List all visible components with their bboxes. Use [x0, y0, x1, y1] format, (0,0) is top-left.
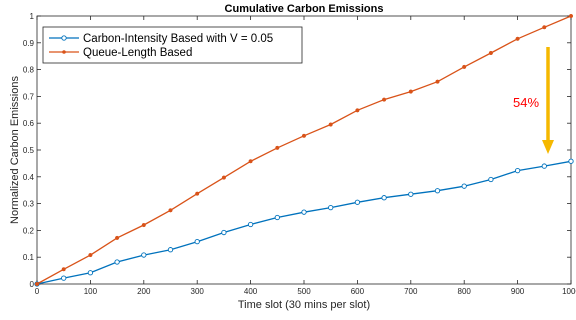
- series-2-point: [488, 50, 493, 56]
- x-tick-label: 300: [191, 287, 205, 296]
- series-2-point: [221, 175, 226, 180]
- y-tick-label: 0: [30, 280, 35, 289]
- series-1-point: [141, 252, 147, 258]
- chart-title: Cumulative Carbon Emissions: [225, 3, 384, 15]
- y-tick-label: 1: [30, 12, 35, 21]
- series-2-point: [115, 235, 120, 240]
- y-tick-label: 0.2: [23, 226, 35, 235]
- y-tick-label: 0.6: [23, 119, 35, 128]
- x-tick-label: 600: [351, 287, 365, 296]
- series-2-point: [515, 36, 520, 41]
- legend-box: [42, 26, 303, 64]
- series-1-point: [328, 204, 334, 211]
- series-2-point: [301, 133, 307, 138]
- series-2-point: [382, 97, 387, 102]
- x-tick-label: 200: [137, 287, 151, 296]
- series-2-point: [355, 108, 360, 113]
- series-1-point: [461, 183, 467, 189]
- y-tick-label: 0.4: [23, 173, 35, 182]
- y-tick-label: 0.8: [23, 66, 35, 75]
- legend: Carbon-Intensity Based with V = 0.05 Queu…: [42, 26, 303, 64]
- x-tick-label: 0: [35, 287, 40, 296]
- legend-marker-2: [62, 50, 66, 54]
- y-tick-label: 0.9: [23, 39, 35, 48]
- legend-label-2: Queue-Length Based: [83, 47, 192, 59]
- series-2-point: [195, 191, 200, 196]
- series-2-point: [568, 13, 574, 19]
- annotation-layer: 54%: [513, 47, 554, 154]
- y-tick-label: 0.5: [23, 146, 35, 155]
- legend-marker-1: [61, 35, 67, 41]
- series-1-point: [301, 209, 307, 215]
- series-1-point: [247, 221, 254, 228]
- x-tick-label: 900: [511, 287, 525, 296]
- series-2-point: [542, 25, 547, 30]
- series-2-point: [88, 253, 93, 258]
- series-1-point: [87, 270, 94, 276]
- series-1-point: [61, 275, 67, 281]
- x-tick-label: 800: [458, 287, 472, 296]
- x-tick-label: 100: [84, 287, 98, 296]
- legend-label-1: Carbon-Intensity Based with V = 0.05: [83, 33, 273, 45]
- series-2-point: [141, 222, 146, 228]
- y-tick-label: 0.7: [23, 92, 35, 101]
- series-1-point: [114, 259, 120, 265]
- series-2-point: [462, 64, 467, 69]
- reduction-arrow-head: [542, 140, 554, 154]
- series-1-point: [167, 247, 174, 253]
- series-1-point: [514, 167, 521, 174]
- x-tick-label: 700: [404, 287, 418, 296]
- series-2-point: [328, 122, 333, 127]
- series-2-point: [248, 159, 253, 164]
- series-1-point: [434, 188, 441, 194]
- y-tick-label: 0.1: [23, 253, 35, 262]
- y-tick-label: 0.3: [23, 200, 35, 209]
- series-2-point: [275, 145, 280, 150]
- series-1-point: [274, 214, 280, 221]
- x-tick-label: 500: [297, 287, 311, 296]
- series-1-point: [568, 158, 574, 164]
- series-1-point: [408, 191, 414, 197]
- series-2-point: [34, 281, 40, 287]
- x-axis-label: Time slot (30 mins per slot): [238, 299, 370, 311]
- series-1-point: [354, 199, 361, 205]
- series-2-point: [168, 208, 173, 213]
- series-1-point: [194, 239, 200, 245]
- y-axis-label: Normalized Carbon Emissions: [9, 76, 21, 224]
- x-tick-label: 400: [244, 287, 258, 296]
- series-1-point: [488, 176, 494, 183]
- series-2-point: [61, 267, 66, 272]
- series-2-point: [408, 89, 413, 94]
- series-1-point: [381, 195, 387, 201]
- series-1-point: [221, 229, 227, 236]
- reduction-percent-label: 54%: [513, 95, 539, 110]
- series-1-point: [541, 163, 547, 169]
- series-2-point: [435, 79, 440, 84]
